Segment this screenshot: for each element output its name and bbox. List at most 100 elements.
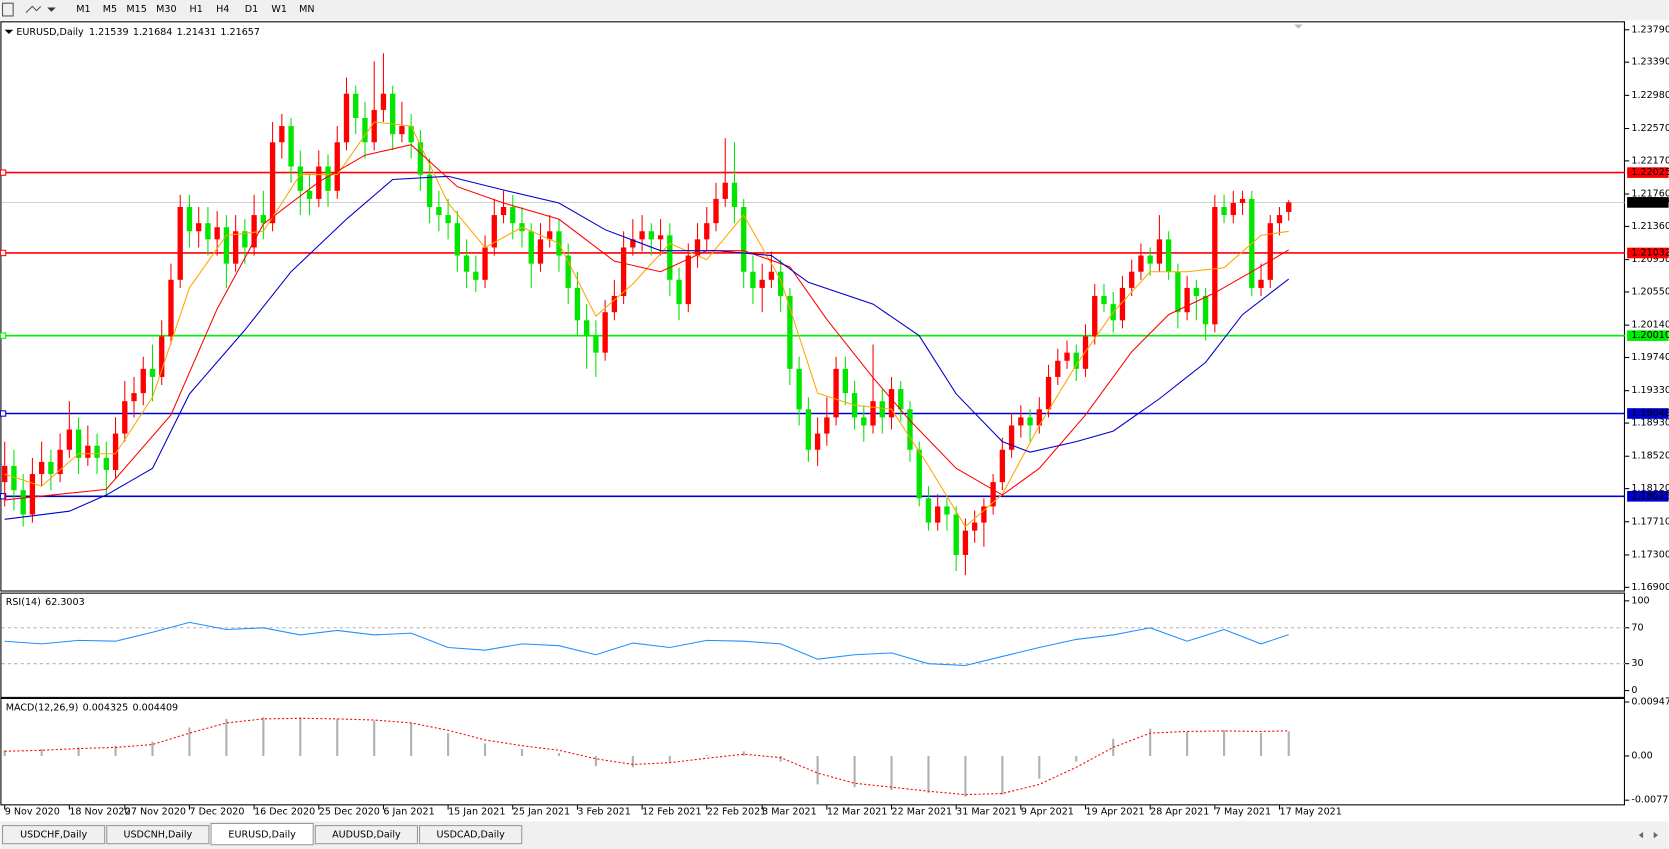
candle-body <box>620 247 627 297</box>
macd-bar <box>114 745 117 756</box>
timeframe-label[interactable]: H1 <box>190 4 203 15</box>
candle-body <box>1119 287 1126 321</box>
rsi-current: 62.3003 <box>45 597 85 608</box>
timeframe-button[interactable] <box>183 2 209 18</box>
candle-body <box>722 182 728 199</box>
x-tick-label: 6 Jan 2021 <box>383 806 434 817</box>
timeframe-label[interactable]: M5 <box>103 4 117 15</box>
y-tick-label: 1.22570 <box>1631 123 1669 134</box>
macd-bar <box>1287 731 1290 756</box>
candle-body <box>242 231 248 248</box>
candle-body <box>1221 206 1227 216</box>
symbol-tab[interactable] <box>1 825 106 845</box>
level-marker <box>0 493 7 500</box>
timeframe-button[interactable] <box>209 2 236 18</box>
candle-body <box>11 465 17 491</box>
candle-body <box>935 506 941 523</box>
timeframe-button[interactable] <box>294 2 320 18</box>
symbol-tab-label[interactable]: USDCHF,Daily <box>20 830 87 841</box>
candle-body <box>205 223 211 240</box>
candle-body <box>777 271 784 297</box>
candle-body <box>971 522 978 531</box>
timeframe-label[interactable]: M15 <box>126 4 146 15</box>
x-tick-label: 22 Mar 2021 <box>892 806 953 817</box>
macd-signal-current: 0.004409 <box>132 702 178 713</box>
timeframe-button[interactable] <box>97 2 123 18</box>
level-marker <box>0 332 7 339</box>
macd-bar <box>77 747 80 756</box>
macd-bar <box>373 720 376 756</box>
y-tick-label: 1.20550 <box>1631 286 1669 297</box>
timeframe-label[interactable]: M1 <box>76 4 90 15</box>
symbol-tab-label[interactable]: AUDUSD,Daily <box>332 830 401 841</box>
candle-body <box>787 296 793 369</box>
chart-header: EURUSD,Daily 1.21539 1.21684 1.21431 1.21657 <box>16 26 260 37</box>
candle-body <box>602 312 608 353</box>
x-tick-label: 12 Feb 2021 <box>642 806 702 817</box>
candle-body <box>1239 198 1246 203</box>
candle-body <box>149 368 156 377</box>
candle-body <box>445 215 451 224</box>
tab-scroll[interactable] <box>1638 831 1658 839</box>
candle-body <box>112 433 119 470</box>
candle-body <box>1129 271 1135 288</box>
candle-body <box>380 93 387 110</box>
x-tick-label: 25 Dec 2020 <box>319 806 380 817</box>
timeframe-button[interactable] <box>153 2 180 18</box>
symbol-tab[interactable] <box>106 825 210 845</box>
candle-body <box>1193 287 1200 297</box>
candle-body <box>353 93 359 118</box>
symbol-tab-label[interactable]: EURUSD,Daily <box>228 830 296 841</box>
symbol-tab[interactable] <box>419 825 523 845</box>
macd-signal <box>4 717 1289 796</box>
symbol-tab[interactable] <box>314 825 418 845</box>
candle-body <box>1230 202 1236 216</box>
level-label-bg <box>1627 247 1669 259</box>
candle-body <box>1267 223 1273 280</box>
macd-bar <box>483 743 487 756</box>
candle-body <box>20 490 26 515</box>
macd-bar <box>1112 738 1115 756</box>
symbol-tab[interactable] <box>210 822 314 846</box>
candle-body <box>1008 425 1015 450</box>
x-tick-label: 27 Nov 2020 <box>125 806 186 817</box>
candle-body <box>325 166 331 191</box>
macd-bar <box>705 754 708 756</box>
candle-body <box>426 174 433 207</box>
timeframe-label[interactable]: D1 <box>245 4 258 15</box>
timeframe-button[interactable] <box>123 2 150 18</box>
timeframe-label[interactable]: H4 <box>216 4 229 15</box>
x-tick-label: 28 Apr 2021 <box>1150 806 1209 817</box>
y-tick-label: 70 <box>1631 622 1643 633</box>
candle-body <box>1286 202 1292 212</box>
candle-body <box>223 227 230 264</box>
candle-body <box>981 506 987 523</box>
timeframe-button[interactable] <box>70 2 97 18</box>
candle-body <box>833 368 839 418</box>
timeframe-label[interactable]: M30 <box>156 4 176 15</box>
symbol-tab-label[interactable]: USDCNH,Daily <box>124 830 193 841</box>
level-marker <box>0 169 7 176</box>
timeframe-button[interactable] <box>266 2 292 18</box>
symbol-tab-label[interactable]: USDCAD,Daily <box>437 830 506 841</box>
level-marker <box>0 410 7 417</box>
candle-body <box>1175 271 1181 313</box>
candle-body <box>796 368 802 410</box>
y-tick-label: 1.18520 <box>1631 451 1669 462</box>
candle-body <box>694 239 701 256</box>
price-pane <box>0 21 1625 592</box>
x-tick-label: 31 Mar 2021 <box>956 806 1017 817</box>
macd-bar <box>779 755 782 762</box>
candle-body <box>408 126 414 143</box>
x-tick-label: 15 Jan 2021 <box>448 806 505 817</box>
candle-body <box>500 206 507 216</box>
timeframe-label[interactable]: MN <box>299 4 314 15</box>
candle-body <box>584 320 590 337</box>
candle-body <box>768 271 775 280</box>
candle-body <box>759 279 765 288</box>
candle-body <box>611 296 618 313</box>
candle-body <box>990 482 996 507</box>
timeframe-button[interactable] <box>238 2 265 18</box>
timeframe-label[interactable]: W1 <box>271 4 287 15</box>
